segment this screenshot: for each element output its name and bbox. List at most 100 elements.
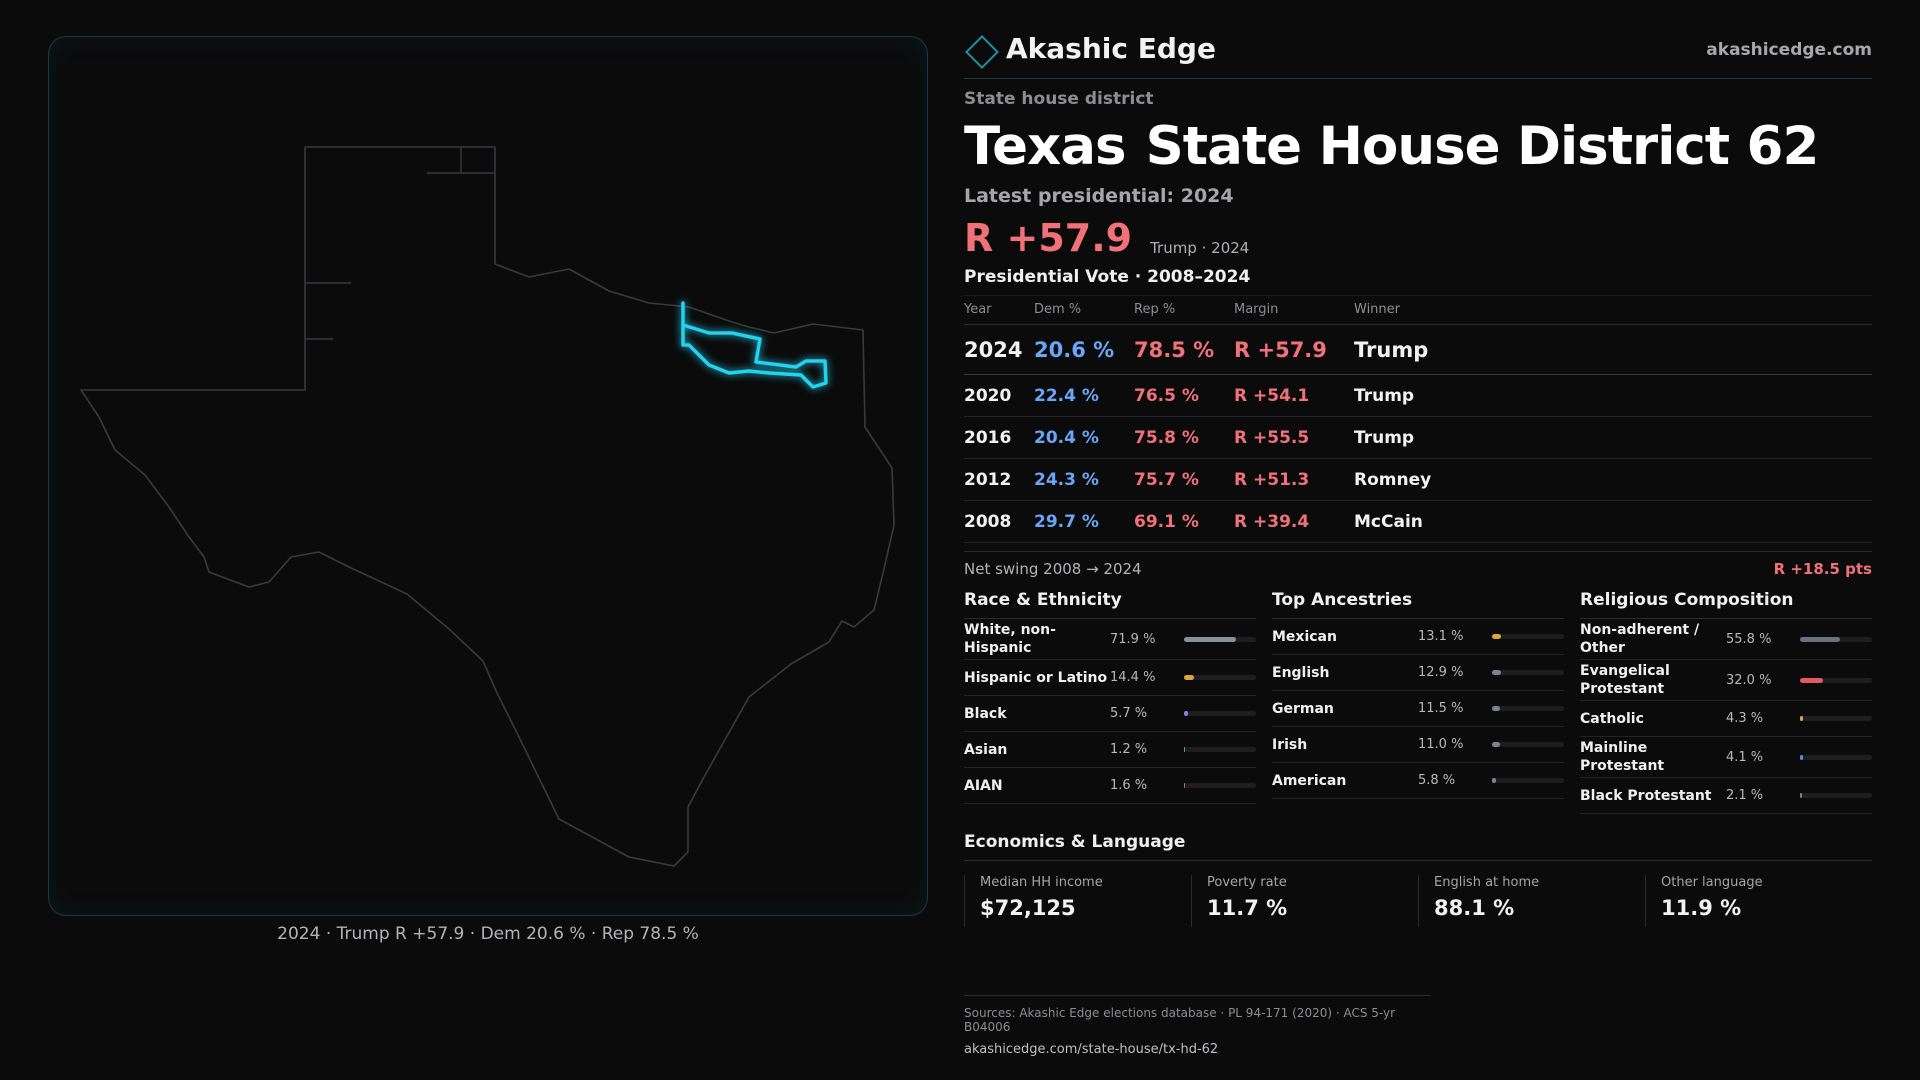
list-item-value: 13.1 % — [1418, 629, 1464, 644]
info-panel: Akashic Edge akashicedge.com State house… — [964, 32, 1872, 927]
bar-track — [1492, 706, 1564, 711]
list-item-value: 5.8 % — [1418, 773, 1456, 788]
list-item-value: 4.3 % — [1726, 711, 1764, 726]
econ-label: English at home — [1434, 875, 1540, 890]
margin-cell: R +54.1 — [1234, 374, 1354, 417]
bar-fill — [1800, 793, 1802, 798]
list-item: Mexican 13.1 % — [1272, 619, 1564, 655]
state-name: Texas — [964, 116, 1127, 177]
list-item: Black 5.7 % — [964, 696, 1256, 732]
winner-cell: Trump — [1354, 374, 1872, 417]
econ-label: Other language — [1661, 875, 1763, 890]
list-item-label: German — [1272, 700, 1334, 717]
list-item: Irish 11.0 % — [1272, 727, 1564, 763]
dem-cell: 20.4 % — [1034, 416, 1134, 459]
list-item-label: Black — [964, 705, 1007, 722]
ancestry-list: Mexican 13.1 % English 12.9 % German 11.5 % Ir… — [1272, 619, 1564, 799]
map-panel[interactable] — [48, 36, 928, 916]
bar-track — [1184, 711, 1256, 716]
year-cell: 2008 — [964, 500, 1034, 543]
site-link[interactable]: akashicedge.com — [1706, 40, 1872, 60]
winner-cell: Trump — [1354, 324, 1872, 375]
dem-cell: 29.7 % — [1034, 500, 1134, 543]
list-item-label: Asian — [964, 741, 1008, 758]
list-item: Evangelical Protestant 32.0 % — [1580, 660, 1872, 701]
brand-name: Akashic Edge — [1006, 32, 1216, 65]
list-item-value: 11.5 % — [1418, 701, 1464, 716]
list-item-value: 5.7 % — [1110, 706, 1148, 721]
bar-fill — [1800, 754, 1803, 760]
table-row: 2012 24.3 % 75.7 % R +51.3 Romney — [964, 458, 1872, 501]
table-row: 2020 22.4 % 76.5 % R +54.1 Trump — [964, 374, 1872, 417]
year-cell: 2020 — [964, 374, 1034, 417]
sources-footer: Sources: Akashic Edge elections database… — [964, 995, 1430, 1057]
list-item: German 11.5 % — [1272, 691, 1564, 727]
list-item-value: 71.9 % — [1110, 631, 1156, 647]
list-item: Catholic 4.3 % — [1580, 701, 1872, 737]
sources-url[interactable]: akashicedge.com/state-house/tx-hd-62 — [964, 1042, 1219, 1057]
list-item: AIAN 1.6 % — [964, 768, 1256, 804]
list-item-label: Non-adherent / Other — [1580, 622, 1700, 656]
bar-fill — [1184, 783, 1186, 788]
econ-value: 11.9 % — [1661, 896, 1742, 920]
header: Akashic Edge akashicedge.com — [964, 32, 1872, 79]
district-map[interactable] — [49, 37, 929, 917]
page-title: Texas State House District 62 — [964, 115, 1872, 179]
econ-value: $72,125 — [980, 896, 1076, 920]
bar-track — [1184, 783, 1256, 788]
winner-cell: McCain — [1354, 500, 1872, 543]
winner-cell: Trump — [1354, 416, 1872, 459]
rep-cell: 75.8 % — [1134, 416, 1234, 459]
table-row: 2016 20.4 % 75.8 % R +55.5 Trump — [964, 416, 1872, 459]
list-item-label: American — [1272, 772, 1347, 789]
table-row: 2024 20.6 % 78.5 % R +57.9 Trump — [964, 324, 1872, 375]
list-item-value: 32.0 % — [1726, 672, 1772, 688]
race-list: White, non-Hispanic 71.9 % Hispanic or Lat… — [964, 619, 1256, 804]
bar-fill — [1492, 706, 1501, 711]
list-item: Hispanic or Latino 14.4 % — [964, 660, 1256, 696]
winner-cell: Romney — [1354, 458, 1872, 501]
list-item-label: Black Protestant — [1580, 787, 1712, 804]
list-item-value: 2.1 % — [1726, 788, 1764, 803]
ancestry-section: Top Ancestries Mexican 13.1 % English 12.9 … — [1272, 590, 1564, 814]
rep-cell: 78.5 % — [1134, 324, 1234, 375]
net-swing: Net swing 2008 → 2024 R +18.5 pts — [964, 551, 1872, 582]
race-ethnicity-title: Race & Ethnicity — [964, 590, 1256, 619]
list-item-value: 55.8 % — [1726, 631, 1772, 647]
rep-cell: 76.5 % — [1134, 374, 1234, 417]
list-item-label: AIAN — [964, 777, 1003, 794]
ancestry-title: Top Ancestries — [1272, 590, 1564, 619]
brand[interactable]: Akashic Edge — [964, 32, 1216, 69]
district-name: State House District 62 — [1145, 116, 1820, 177]
list-item: American 5.8 % — [1272, 763, 1564, 799]
list-item: Mainline Protestant 4.1 % — [1580, 737, 1872, 778]
list-item-value: 11.0 % — [1418, 737, 1464, 752]
margin-cell: R +39.4 — [1234, 500, 1354, 543]
bar-track — [1184, 636, 1256, 642]
map-caption: 2024 · Trump R +57.9 · Dem 20.6 % · Rep … — [277, 924, 699, 944]
econ-label: Median HH income — [980, 875, 1103, 890]
economics-cards: Median HH income $72,125 Poverty rate 11… — [964, 875, 1872, 927]
district-highlight[interactable] — [681, 301, 828, 389]
header-year: Year — [964, 295, 1034, 325]
religion-list: Non-adherent / Other 55.8 % Evangelical Pr… — [1580, 619, 1872, 814]
bar-track — [1184, 747, 1256, 752]
net-swing-label: Net swing 2008 → 2024 — [964, 560, 1142, 578]
list-item-label: Irish — [1272, 736, 1308, 753]
bar-track — [1800, 677, 1872, 683]
margin-cell: R +51.3 — [1234, 458, 1354, 501]
list-item-label: Evangelical Protestant — [1580, 663, 1670, 697]
headline-margin-sub: Trump · 2024 — [1150, 239, 1250, 257]
district-kicker: State house district — [964, 89, 1154, 109]
list-item: Non-adherent / Other 55.8 % — [1580, 619, 1872, 660]
list-item-value: 14.4 % — [1110, 670, 1156, 685]
list-item-label: White, non-Hispanic — [964, 622, 1056, 656]
margin-cell: R +55.5 — [1234, 416, 1354, 459]
dem-cell: 20.6 % — [1034, 324, 1134, 375]
list-item-label: Mexican — [1272, 628, 1337, 645]
bar-fill — [1800, 677, 1824, 683]
header-dem: Dem % — [1034, 295, 1134, 325]
header-margin: Margin — [1234, 295, 1354, 325]
county-lines — [305, 147, 495, 340]
econ-value: 11.7 % — [1207, 896, 1288, 920]
